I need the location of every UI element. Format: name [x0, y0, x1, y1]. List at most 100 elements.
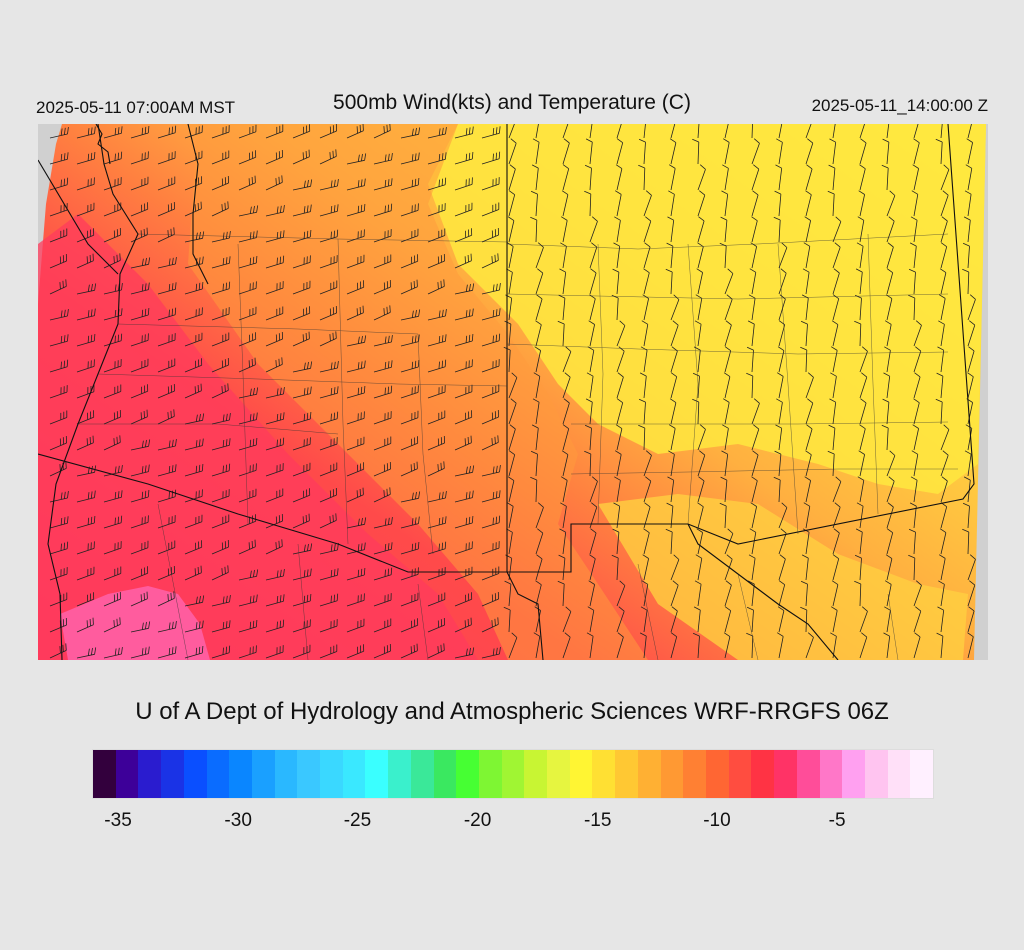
wind-barb	[964, 450, 972, 477]
wind-barb	[938, 580, 945, 607]
wind-barb	[751, 398, 760, 425]
wind-barb	[346, 124, 364, 139]
wind-barb	[722, 398, 730, 425]
wind-barb	[400, 254, 419, 269]
wind-barb	[481, 617, 499, 633]
wind-barb	[49, 309, 69, 321]
wind-barb	[400, 152, 420, 165]
wind-barb	[965, 424, 973, 451]
wind-barb	[534, 606, 541, 633]
wind-barb	[373, 124, 391, 139]
wind-barb	[400, 127, 421, 139]
wind-barb	[827, 190, 835, 217]
wind-barb	[319, 543, 339, 555]
wind-barb	[967, 294, 976, 321]
wind-barb	[265, 437, 285, 451]
wind-barb	[800, 320, 808, 347]
wind-barb	[103, 308, 123, 321]
wind-barb	[530, 476, 538, 503]
wind-barb	[751, 450, 759, 477]
wind-barb	[665, 268, 673, 295]
wind-barb	[211, 231, 231, 243]
wind-barb	[346, 254, 365, 269]
wind-barb	[615, 424, 623, 451]
colorbar-swatch	[774, 750, 797, 798]
wind-barb	[805, 138, 814, 165]
wind-barb	[427, 359, 447, 373]
wind-barb	[584, 450, 592, 477]
colorbar-swatch	[161, 750, 184, 798]
wind-barb	[76, 435, 94, 451]
wind-barb	[265, 569, 285, 581]
wind-barb	[589, 242, 598, 269]
wind-barb	[940, 190, 949, 217]
wind-barb	[884, 320, 892, 347]
wind-barb	[697, 190, 706, 217]
colorbar-swatch	[229, 750, 252, 798]
wind-barb	[103, 647, 123, 659]
wind-barb	[76, 541, 95, 555]
wind-barb	[265, 331, 283, 347]
colorbar-swatch	[660, 750, 684, 798]
wind-barb	[157, 257, 177, 269]
wind-barb	[130, 151, 149, 165]
wind-barb	[238, 306, 257, 321]
wind-barb	[562, 164, 570, 191]
wind-barb	[211, 489, 230, 503]
wind-barb	[665, 528, 673, 555]
wind-barb	[211, 150, 230, 165]
wind-barb	[481, 490, 501, 503]
wind-barb	[265, 205, 285, 217]
wind-barb	[319, 124, 337, 139]
wind-barb	[49, 435, 67, 451]
wind-barb	[886, 450, 896, 477]
colorbar-swatch	[183, 750, 207, 798]
wind-barb	[584, 424, 592, 451]
wind-barb	[503, 606, 511, 633]
wind-barb	[292, 644, 311, 659]
wind-barb	[750, 242, 757, 269]
wind-barb	[616, 632, 624, 659]
wind-barb	[76, 283, 97, 295]
wind-barb	[184, 231, 205, 243]
wind-barb	[504, 320, 512, 347]
wind-barb	[346, 335, 367, 347]
wind-barb	[828, 424, 836, 451]
wind-barb	[749, 528, 757, 555]
wind-barb	[776, 138, 783, 165]
wind-barb	[910, 476, 918, 503]
wind-barb	[585, 138, 593, 165]
wind-barb	[616, 372, 624, 399]
wind-barb	[697, 424, 706, 451]
wind-barb	[103, 409, 121, 425]
state-boundaries	[38, 124, 975, 660]
wind-barb	[319, 305, 337, 321]
wind-barb	[211, 595, 231, 607]
wind-barb	[530, 190, 538, 217]
wind-barb	[670, 580, 679, 607]
wind-barb	[668, 164, 676, 191]
wind-barb	[940, 450, 949, 477]
wind-barb	[967, 554, 976, 581]
wind-barb	[584, 164, 592, 191]
model-credit: U of A Dept of Hydrology and Atmospheric…	[135, 698, 889, 725]
wind-barb	[292, 543, 313, 555]
wind-barb	[643, 242, 651, 269]
wind-barb	[103, 333, 123, 347]
wind-barb	[292, 280, 311, 295]
wind-barb	[481, 202, 500, 217]
wind-barb	[400, 567, 419, 581]
wind-barb	[481, 515, 501, 529]
wind-barb	[319, 411, 339, 425]
wind-barb	[533, 372, 541, 399]
wind-barb	[562, 398, 570, 425]
wind-barb	[913, 138, 920, 165]
wind-barb	[211, 438, 231, 451]
wind-barb	[588, 320, 595, 347]
wind-barb	[103, 435, 121, 451]
wind-barb	[265, 357, 283, 373]
wind-barb	[859, 164, 866, 191]
colorbar-swatch	[796, 750, 820, 798]
wind-barb	[832, 124, 836, 139]
wind-barb	[427, 592, 446, 607]
